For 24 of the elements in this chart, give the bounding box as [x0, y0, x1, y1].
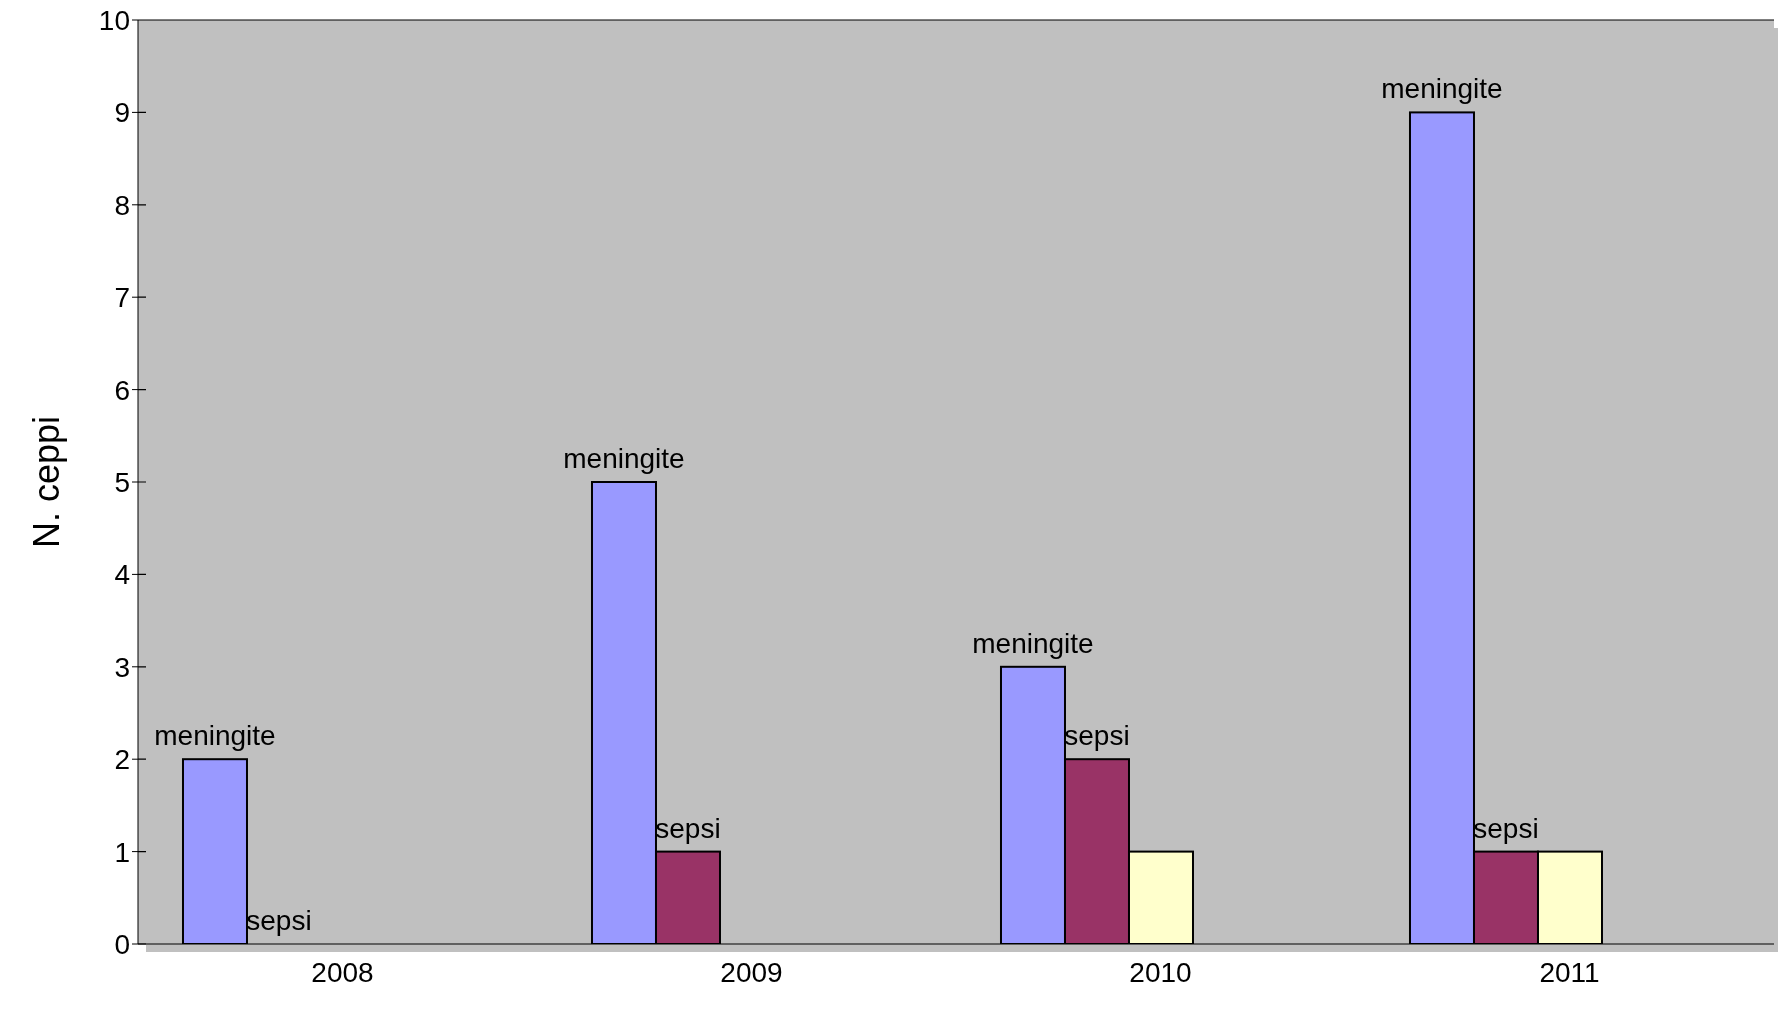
y-tick-label: 1 — [114, 836, 130, 868]
text: sepsi — [1473, 812, 1539, 844]
y-tick-label: 9 — [114, 97, 130, 129]
text: sepsi — [246, 905, 312, 936]
x-tick-label: 2009 — [720, 956, 783, 988]
text: meningite — [563, 443, 685, 474]
y-tick-label: 0 — [114, 928, 130, 960]
x-tick-label: 2011 — [1539, 956, 1600, 988]
y-axis-title: N. ceppi — [25, 415, 67, 549]
y-tick-label: 7 — [114, 282, 130, 314]
series-label: sepsi — [655, 812, 721, 844]
text: meningite — [1381, 73, 1503, 105]
y-tick-label: 3 — [114, 651, 130, 683]
y-tick-label: 4 — [114, 559, 130, 591]
y-tick-label: 5 — [114, 466, 130, 498]
y-tick-label: 8 — [114, 189, 130, 221]
x-tick-label: 2008 — [311, 956, 374, 988]
y-tick-label: 6 — [114, 374, 130, 406]
x-tick-label: 2010 — [1129, 956, 1192, 988]
y-tick-label: 10 — [98, 4, 130, 36]
series-label: meningite — [154, 720, 276, 752]
y-tick-label: 2 — [114, 744, 130, 776]
text: meningite — [972, 627, 1094, 659]
text: sepsi — [1064, 720, 1130, 752]
